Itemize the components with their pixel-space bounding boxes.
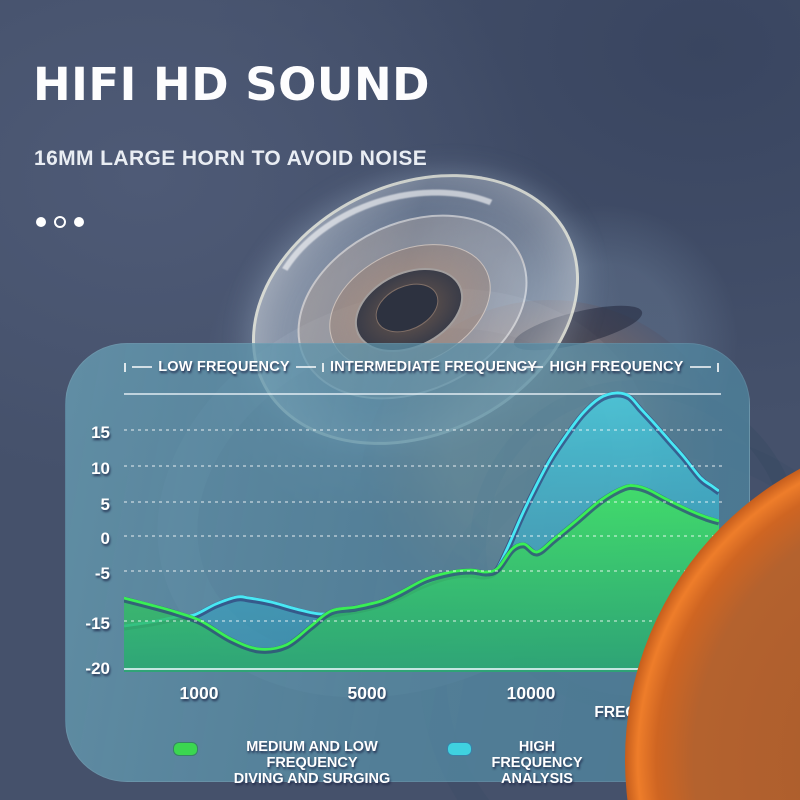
band-label: LOW FREQUENCY bbox=[158, 359, 290, 375]
low-frequency-curve-shadow bbox=[124, 483, 719, 654]
gridline-neg15 bbox=[124, 620, 724, 622]
y-tick-label: -5 bbox=[94, 564, 110, 583]
y-tick-label: -15 bbox=[85, 614, 110, 633]
frequency-band-header: LOW FREQUENCY INTERMEDIATE FREQUENCY HIG… bbox=[124, 357, 719, 377]
legend-item-high: HIGH FREQUENCY ANALYSIS bbox=[475, 739, 599, 787]
band-line bbox=[522, 366, 544, 368]
carousel-dot-1[interactable] bbox=[36, 217, 46, 227]
band-tick bbox=[322, 362, 324, 372]
band-label: INTERMEDIATE FREQUENCY bbox=[330, 359, 538, 375]
band-low-frequency: LOW FREQUENCY bbox=[124, 357, 324, 377]
green-swatch-icon bbox=[173, 742, 198, 756]
header-underline bbox=[124, 393, 721, 395]
x-tick-label: 5000 bbox=[347, 683, 387, 703]
carousel-dot-2[interactable] bbox=[54, 216, 66, 228]
gridline-neg5 bbox=[124, 570, 724, 572]
gridline-15 bbox=[124, 429, 724, 431]
legend-swatch-cyan bbox=[447, 742, 472, 756]
gridline-5 bbox=[124, 501, 724, 503]
band-line bbox=[295, 366, 316, 368]
legend-swatch-green bbox=[173, 742, 198, 756]
x-axis-line bbox=[124, 668, 724, 670]
gridline-0 bbox=[124, 535, 724, 537]
low-frequency-curve bbox=[124, 484, 719, 651]
x-tick-label: 1000 bbox=[179, 683, 219, 703]
band-line bbox=[132, 366, 153, 368]
legend-label-line1: MEDIUM AND LOW FREQUENCY bbox=[246, 739, 378, 771]
page-subtitle: 16MM LARGE HORN TO AVOID NOISE bbox=[34, 147, 428, 170]
y-tick-label: -20 bbox=[85, 659, 110, 678]
gridline-10 bbox=[124, 465, 724, 467]
band-tick bbox=[514, 362, 516, 372]
legend-label-line2: ANALYSIS bbox=[501, 771, 573, 787]
band-tick bbox=[124, 362, 126, 372]
legend-label-line1: HIGH FREQUENCY bbox=[491, 739, 583, 771]
y-tick-label: 10 bbox=[91, 459, 110, 478]
legend-item-medium-low: MEDIUM AND LOW FREQUENCY DIVING AND SURG… bbox=[201, 739, 423, 787]
band-intermediate-frequency: INTERMEDIATE FREQUENCY bbox=[324, 357, 537, 377]
carousel-dots bbox=[36, 216, 84, 228]
y-tick-label: 5 bbox=[100, 495, 110, 514]
page-title: HIFI HD SOUND bbox=[33, 58, 430, 111]
band-tick bbox=[717, 362, 719, 372]
band-high-frequency: HIGH FREQUENCY bbox=[514, 357, 719, 377]
legend-label-line2: DIVING AND SURGING bbox=[233, 771, 391, 787]
frequency-response-plot bbox=[124, 391, 719, 672]
y-tick-label: 15 bbox=[91, 423, 110, 442]
x-tick-label: 10000 bbox=[506, 683, 556, 703]
low-frequency-area bbox=[124, 485, 719, 672]
cyan-swatch-icon bbox=[447, 742, 472, 756]
band-line bbox=[689, 366, 711, 368]
carousel-dot-3[interactable] bbox=[74, 217, 84, 227]
band-label: HIGH FREQUENCY bbox=[549, 359, 684, 375]
y-tick-label: 0 bbox=[100, 529, 110, 548]
